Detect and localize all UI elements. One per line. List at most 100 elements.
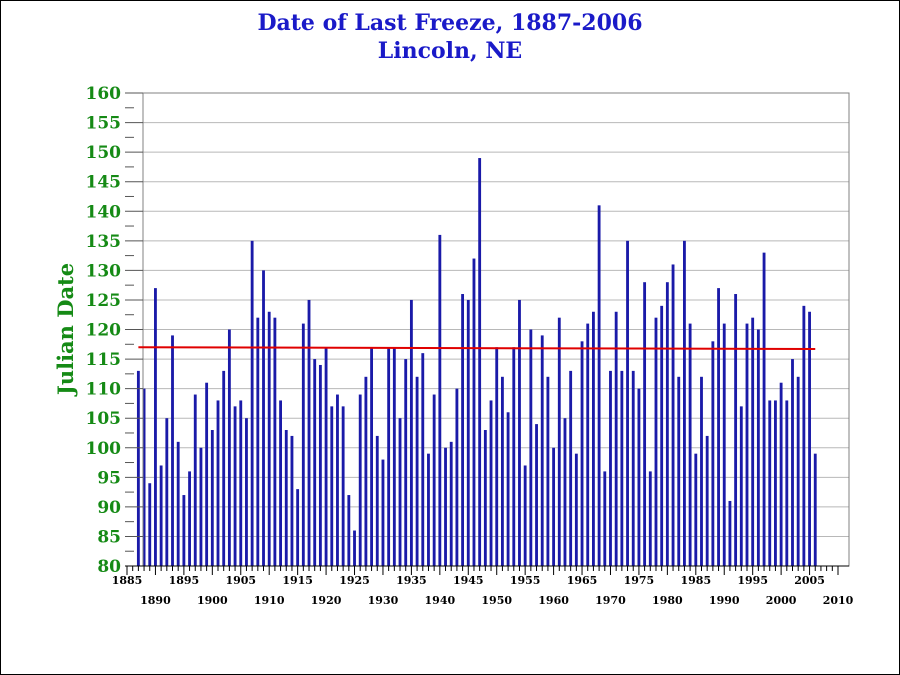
- bar-1921: [330, 406, 334, 566]
- bar-1938: [427, 453, 430, 566]
- bar-1982: [677, 376, 681, 566]
- bar-1960: [552, 447, 556, 566]
- bar-1954: [518, 299, 521, 566]
- bar-1893: [171, 335, 174, 566]
- bar-1924: [347, 495, 351, 566]
- bar-1956: [529, 329, 533, 566]
- bar-1971: [614, 311, 618, 566]
- bar-1888: [142, 388, 146, 566]
- bar-1908: [256, 317, 260, 566]
- axes: [125, 92, 850, 575]
- bar-1953: [512, 347, 516, 566]
- bar-1898: [199, 447, 203, 566]
- x-tick-label: 2010: [823, 594, 854, 607]
- bar-1947: [478, 158, 482, 566]
- x-tick-label: 1910: [254, 594, 285, 607]
- bar-1944: [461, 294, 465, 566]
- bar-1934: [404, 359, 408, 566]
- x-tick-label: 1890: [140, 594, 171, 607]
- bar-1959: [546, 376, 550, 566]
- bar-1950: [495, 347, 499, 566]
- y-tick-labels: 80 85 90 95 100 105 110 115 120 125 130 135 140 145 15…: [86, 84, 122, 577]
- bar-1970: [609, 370, 612, 566]
- x-tick-label: 1920: [311, 594, 342, 607]
- bar-2006: [813, 453, 817, 566]
- bar-1957: [535, 424, 538, 566]
- bar-1999: [774, 400, 777, 566]
- bar-1969: [603, 471, 607, 566]
- y-tick-label: 155: [86, 114, 122, 134]
- x-tick-label: 1990: [709, 594, 740, 607]
- bar-1987: [705, 435, 709, 566]
- bar-1891: [159, 465, 163, 566]
- bar-1979: [660, 305, 664, 566]
- bar-1984: [688, 323, 692, 566]
- x-tick-label: 1985: [680, 574, 711, 587]
- bar-1986: [700, 376, 703, 566]
- bar-1997: [762, 252, 766, 566]
- bar-1904: [233, 406, 237, 566]
- bar-1903: [227, 329, 231, 566]
- bar-1965: [580, 341, 584, 566]
- bar-1925: [353, 530, 356, 566]
- bar-1889: [148, 483, 152, 566]
- bar-2005: [808, 311, 811, 566]
- bar-1962: [563, 418, 567, 566]
- bar-1916: [301, 323, 305, 566]
- bar-1978: [654, 317, 658, 566]
- y-tick-label: 160: [86, 84, 122, 104]
- bar-1964: [574, 453, 578, 566]
- x-tick-labels: 1885 1895 1905 1915 1925 1935 1945 1955 1965 1975…: [112, 574, 854, 607]
- chart-title-block: Date of Last Freeze, 1887-2006 Lincoln, …: [1, 9, 899, 65]
- y-tick-label: 140: [86, 202, 122, 222]
- bar-1966: [586, 323, 590, 566]
- bar-1977: [648, 471, 652, 566]
- y-tick-label: 105: [86, 409, 122, 429]
- bar-1994: [745, 323, 749, 566]
- bar-1935: [409, 299, 413, 566]
- bar-1985: [694, 453, 698, 566]
- bar-1949: [489, 400, 493, 566]
- bar-2003: [796, 376, 800, 566]
- bar-1952: [506, 412, 510, 566]
- x-tick-label: 1940: [425, 594, 456, 607]
- x-tick-label: 1915: [282, 574, 313, 587]
- bar-1998: [768, 400, 772, 566]
- y-axis-label: Julian Date: [53, 263, 78, 397]
- bar-1955: [523, 465, 527, 566]
- x-tick-label: 1970: [595, 594, 626, 607]
- chart-subtitle: Lincoln, NE: [377, 38, 523, 64]
- bar-2002: [791, 359, 794, 566]
- bar-1941: [444, 447, 447, 566]
- bar-1911: [273, 317, 277, 566]
- bar-1932: [392, 347, 396, 566]
- x-tick-label: 1930: [368, 594, 399, 607]
- bar-1939: [432, 394, 436, 566]
- bar-1906: [245, 418, 248, 566]
- bar-1926: [358, 394, 362, 566]
- x-tick-label: 2005: [794, 574, 825, 587]
- y-tick-label: 125: [86, 291, 122, 311]
- x-tick-label: 1965: [567, 574, 598, 587]
- bar-1920: [324, 347, 328, 566]
- x-tick-label: 1935: [396, 574, 427, 587]
- x-tick-label: 1925: [339, 574, 370, 587]
- y-tick-label: 135: [86, 232, 122, 252]
- bar-1907: [250, 240, 254, 566]
- bar-1890: [154, 288, 157, 566]
- bar-1996: [756, 329, 760, 566]
- bar-1980: [665, 282, 669, 566]
- bar-1993: [739, 406, 743, 566]
- bar-1901: [216, 400, 220, 566]
- y-tick-label: 90: [97, 498, 121, 518]
- y-tick-label: 100: [86, 439, 122, 459]
- bar-1894: [176, 441, 180, 566]
- y-tick-label: 110: [86, 380, 122, 400]
- bar-1991: [728, 500, 732, 566]
- bar-1923: [341, 406, 345, 566]
- bars: [136, 158, 817, 566]
- bar-1929: [375, 435, 379, 566]
- bar-1963: [569, 370, 573, 566]
- bar-1940: [438, 234, 442, 566]
